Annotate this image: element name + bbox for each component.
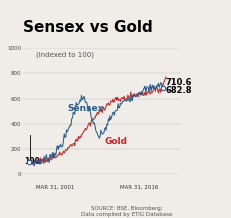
Text: MAR 31, 2016: MAR 31, 2016 xyxy=(121,184,159,189)
Text: SOURCE: BSE, Bloomberg;
Data compiled by ETIG Database: SOURCE: BSE, Bloomberg; Data compiled by… xyxy=(81,206,173,217)
Text: 100: 100 xyxy=(24,157,40,166)
Point xyxy=(161,86,165,90)
Text: 710.6: 710.6 xyxy=(165,78,192,87)
Text: Gold: Gold xyxy=(105,137,128,146)
Text: Sensex: Sensex xyxy=(67,104,103,113)
Point xyxy=(27,160,31,164)
Text: MAR 31, 2001: MAR 31, 2001 xyxy=(36,184,74,189)
Text: 682.8: 682.8 xyxy=(165,86,192,95)
Text: Sensex vs Gold: Sensex vs Gold xyxy=(23,20,153,35)
Text: (Indexed to 100): (Indexed to 100) xyxy=(36,52,94,58)
